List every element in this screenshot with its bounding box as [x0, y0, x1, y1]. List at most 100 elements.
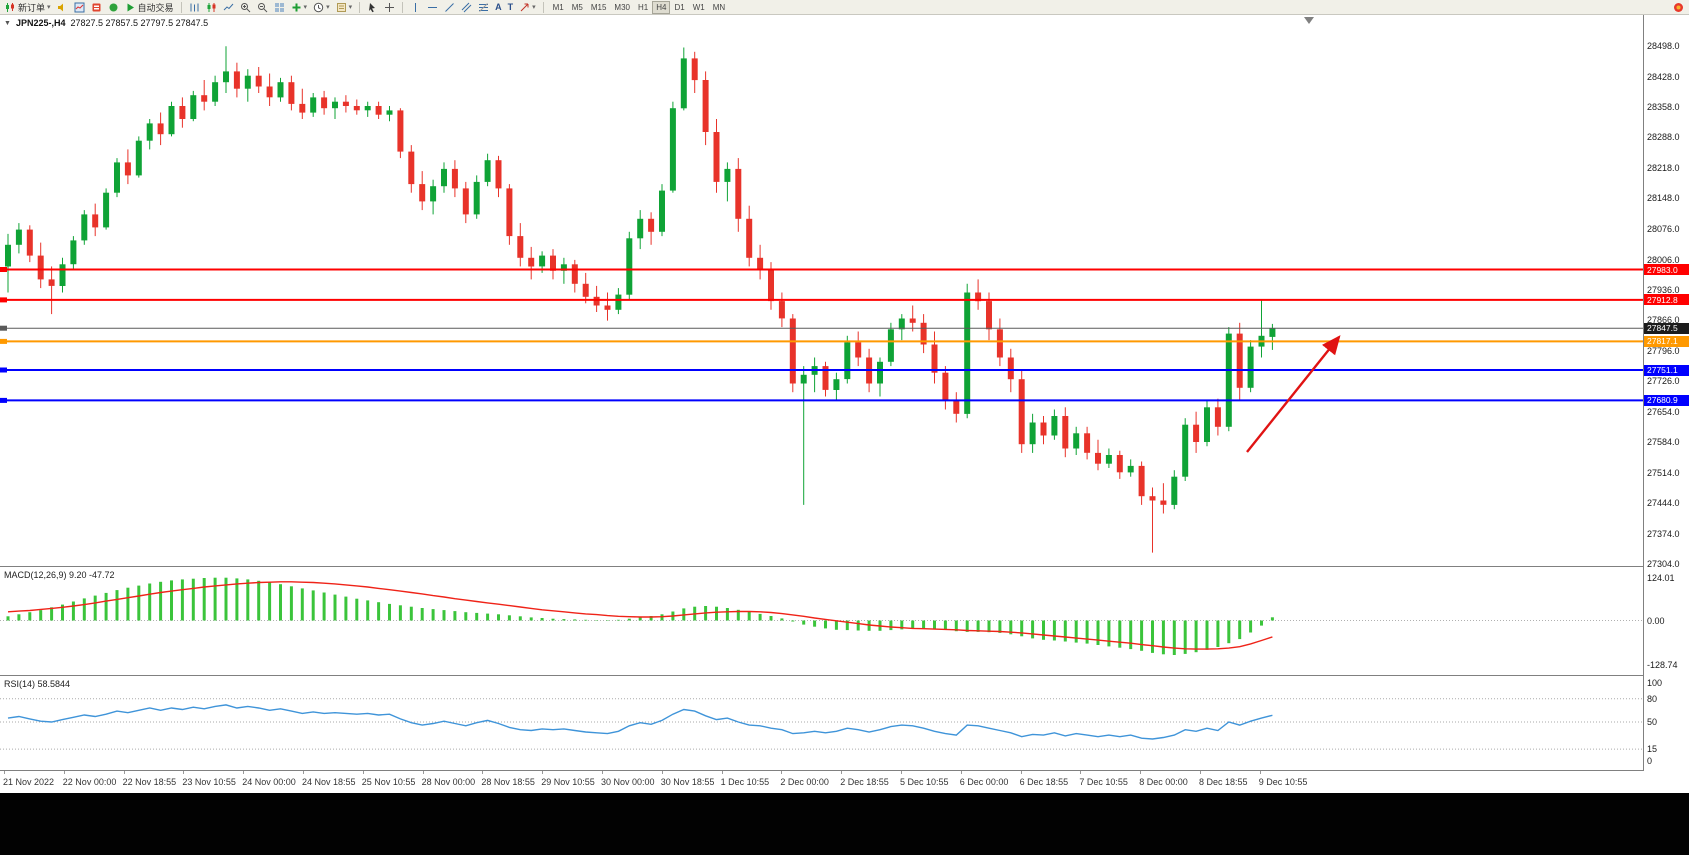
- cursor-button[interactable]: [365, 1, 380, 14]
- time-axis-label: 28 Nov 18:55: [481, 777, 535, 787]
- time-axis-tick: [63, 771, 65, 774]
- macd-pane[interactable]: MACD(12,26,9) 9.20 -47.72: [0, 568, 1643, 676]
- time-axis-tick: [422, 771, 424, 774]
- rsi-label: RSI(14) 58.5844: [4, 679, 71, 689]
- chart-line-button[interactable]: [221, 1, 236, 14]
- price-tag: 27912.8: [1644, 294, 1689, 306]
- trend-arrow-annotation[interactable]: [1246, 335, 1341, 453]
- new-order-button[interactable]: 新订单 ▾: [3, 1, 53, 14]
- horizontal-line-icon: [428, 6, 438, 8]
- hline-anchor[interactable]: [0, 397, 7, 403]
- time-axis-label: 21 Nov 2022: [3, 777, 55, 787]
- toolbar-separator: [402, 1, 404, 13]
- time-axis-tick: [362, 771, 364, 774]
- price-axis-label: 28428.0: [1647, 71, 1680, 82]
- arrows-button[interactable]: ▾: [517, 1, 538, 14]
- time-axis-label: 24 Nov 18:55: [302, 777, 356, 787]
- rsi-axis-label: 80: [1647, 693, 1658, 704]
- chart-candles-button[interactable]: [204, 1, 219, 14]
- period-button[interactable]: ▾: [311, 1, 332, 14]
- time-axis-tick: [960, 771, 962, 774]
- timeframe-group: M1 M5 M15 M30 H1 H4 D1 W1 MN: [549, 0, 730, 14]
- fibonacci-icon: [479, 2, 489, 12]
- timeframe-mn-button[interactable]: MN: [712, 2, 726, 12]
- channel-button[interactable]: [459, 1, 474, 14]
- rsi-pane[interactable]: RSI(14) 58.5844: [0, 677, 1643, 771]
- zoom-out-button[interactable]: [255, 1, 270, 14]
- hline-anchor[interactable]: [0, 367, 7, 373]
- toolbar-separator: [542, 1, 544, 13]
- timeframe-d1-button[interactable]: D1: [674, 2, 685, 12]
- chevron-down-icon: ▾: [303, 3, 308, 11]
- label-tool-icon: T: [507, 1, 514, 12]
- main-chart-pane[interactable]: ▼ JPN225-,H4 27827.5 27857.5 27797.5 278…: [0, 15, 1643, 567]
- time-axis-label: 29 Nov 10:55: [541, 777, 595, 787]
- fibonacci-button[interactable]: [476, 1, 491, 14]
- timeframe-w1-button[interactable]: W1: [692, 2, 705, 12]
- vertical-line-button[interactable]: [408, 1, 423, 14]
- hline-anchor[interactable]: [0, 338, 7, 344]
- text-tool-icon: A: [495, 1, 502, 12]
- play-icon: [127, 3, 134, 11]
- chart-shift-marker[interactable]: [1304, 17, 1314, 24]
- timeframe-m15-button[interactable]: M15: [590, 2, 607, 12]
- metaeditor-button[interactable]: [55, 1, 70, 14]
- price-axis-label: 28358.0: [1647, 101, 1680, 112]
- chart-header: ▼ JPN225-,H4 27827.5 27857.5 27797.5 278…: [4, 18, 208, 28]
- zoom-in-button[interactable]: [238, 1, 253, 14]
- toolbar-separator: [359, 1, 361, 13]
- price-axis-label: 28218.0: [1647, 162, 1680, 173]
- text-label-button[interactable]: T: [506, 1, 516, 14]
- notification-button[interactable]: [1671, 1, 1686, 14]
- hline-anchor[interactable]: [0, 297, 7, 303]
- zoom-out-icon: [257, 2, 267, 12]
- ohlc-values: 27827.5 27857.5 27797.5 27847.5: [70, 18, 209, 28]
- time-axis-tick: [1140, 771, 1142, 774]
- navigator-icon: [109, 3, 118, 11]
- indicators-button[interactable]: ▾: [289, 1, 310, 14]
- timeframe-h4-button[interactable]: H4: [652, 0, 671, 14]
- time-axis-tick: [243, 771, 245, 774]
- one-click-trading-toggle[interactable]: ▼: [4, 19, 11, 27]
- channel-icon: [461, 2, 472, 12]
- price-axis-label: 27726.0: [1647, 375, 1680, 386]
- time-axis-tick: [123, 771, 125, 774]
- chart-bars-button[interactable]: [187, 1, 202, 14]
- price-axis[interactable]: 28498.0 28428.0 28358.0 28288.0 28218.0 28148…: [1643, 15, 1689, 771]
- time-axis-label: 30 Nov 00:00: [601, 777, 655, 787]
- timeframe-m5-button[interactable]: M5: [571, 2, 583, 12]
- cursor-icon: [369, 2, 376, 12]
- tile-windows-button[interactable]: [272, 1, 287, 14]
- price-axis-label: 27936.0: [1647, 284, 1680, 295]
- data-window-button[interactable]: [89, 1, 104, 14]
- time-axis-label: 22 Nov 00:00: [62, 777, 117, 787]
- template-button[interactable]: ▾: [334, 1, 355, 14]
- time-axis-tick: [1259, 771, 1261, 774]
- market-watch-icon: [74, 2, 85, 12]
- time-axis[interactable]: 21 Nov 2022 22 Nov 00:00 22 Nov 18:55 23 No…: [0, 771, 1689, 793]
- horizontal-line-button[interactable]: [425, 1, 440, 14]
- candlestick-chart: [0, 17, 1643, 553]
- macd-chart: [0, 577, 1643, 655]
- add-indicator-icon: [292, 3, 301, 11]
- timeframe-m30-button[interactable]: M30: [614, 2, 630, 12]
- time-axis-label: 25 Nov 10:55: [361, 777, 416, 787]
- market-watch-button[interactable]: [72, 1, 87, 14]
- trendline-button[interactable]: [442, 1, 457, 14]
- time-axis-label: 9 Dec 10:55: [1258, 777, 1308, 787]
- hline-anchor[interactable]: [0, 267, 7, 272]
- crosshair-button[interactable]: [382, 1, 397, 14]
- hline-anchor[interactable]: [0, 325, 7, 331]
- chevron-down-icon: ▾: [47, 3, 51, 11]
- price-axis-label: 27654.0: [1647, 407, 1680, 418]
- speaker-icon: [57, 3, 63, 11]
- timeframe-h1-button[interactable]: H1: [637, 2, 649, 12]
- time-axis-tick: [901, 771, 902, 774]
- auto-trading-button[interactable]: 自动交易: [123, 1, 176, 14]
- text-button[interactable]: A: [493, 1, 504, 14]
- macd-signal-line: [7, 581, 1273, 650]
- navigator-button[interactable]: [106, 1, 121, 14]
- price-axis-label: 27584.0: [1647, 437, 1680, 448]
- rsi-axis-label: 50: [1647, 717, 1658, 727]
- timeframe-m1-button[interactable]: M1: [552, 2, 564, 12]
